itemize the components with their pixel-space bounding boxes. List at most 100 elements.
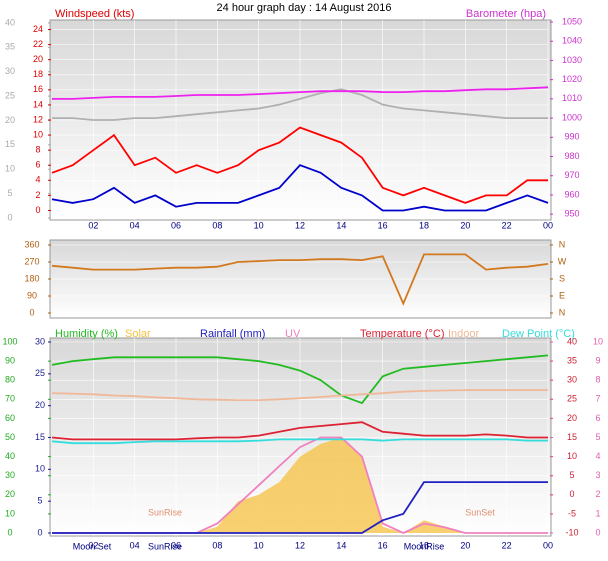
annotation: SunRise xyxy=(148,507,182,517)
y3-tick-label: 10 xyxy=(5,164,15,174)
y-tick-label: 10 xyxy=(5,508,15,518)
legend-label: Solar xyxy=(125,328,151,340)
y2-tick-label: 1040 xyxy=(562,36,582,46)
y-tick-label: 360 xyxy=(24,239,39,249)
line xyxy=(51,253,549,306)
y2-tick-label: -10 xyxy=(565,527,578,537)
y2-tick-label: 1000 xyxy=(562,112,582,122)
y3-tick-label: 0 xyxy=(37,527,42,537)
y3-tick-label: 20 xyxy=(35,400,45,410)
area xyxy=(52,437,548,533)
legend-label: Humidity (%) xyxy=(55,328,118,340)
y3-tick-label: 25 xyxy=(5,90,15,100)
y-tick-label: 16 xyxy=(33,84,43,94)
y-tick-label: 100 xyxy=(2,336,17,346)
line xyxy=(52,88,548,121)
y2-tick-label: 1050 xyxy=(562,16,582,26)
y-tick-label: 270 xyxy=(24,256,39,266)
y4-tick-label: 9 xyxy=(595,355,600,365)
y-tick-label: 0 xyxy=(7,527,12,537)
x-tick-label: 04 xyxy=(130,220,140,230)
x-tick-label: 02 xyxy=(88,220,98,230)
y2-tick-label: 960 xyxy=(564,189,579,199)
y2-tick-label: 1030 xyxy=(562,55,582,65)
y2-tick-label: 1010 xyxy=(562,93,582,103)
x-tick-label: 22 xyxy=(502,220,512,230)
y4-tick-label: 7 xyxy=(595,394,600,404)
y3-tick-label: 0 xyxy=(7,212,12,222)
y3-tick-label: 40 xyxy=(5,17,15,27)
legend-label: Dew Point (°C) xyxy=(502,328,575,340)
y3-tick-label: 15 xyxy=(35,432,45,442)
y4-tick-label: 6 xyxy=(595,413,600,423)
x-tick-label: 18 xyxy=(419,540,429,550)
line xyxy=(51,389,548,401)
y-tick-label: 30 xyxy=(5,470,15,480)
y2-tick-label: 990 xyxy=(564,132,579,142)
y-tick-label: 12 xyxy=(33,114,43,124)
y3-tick-label: 25 xyxy=(35,368,45,378)
x-tick-label: 20 xyxy=(460,540,470,550)
y4-tick-label: 5 xyxy=(595,432,600,442)
y4-tick-label: 0 xyxy=(595,527,600,537)
y2-tick-label: -5 xyxy=(568,508,576,518)
y4-tick-label: 2 xyxy=(595,489,600,499)
y-tick-label: 40 xyxy=(5,451,15,461)
line xyxy=(51,438,548,445)
line xyxy=(51,354,549,405)
x-tick-label: 10 xyxy=(254,540,264,550)
y4-tick-label: 1 xyxy=(595,508,600,518)
y3-tick-label: 15 xyxy=(5,139,15,149)
y-tick-label: 20 xyxy=(5,489,15,499)
y4-tick-label: 3 xyxy=(595,470,600,480)
y-tick-label: 22 xyxy=(33,39,43,49)
x-tick-label: 16 xyxy=(378,540,388,550)
y2-tick-label: 20 xyxy=(567,413,577,423)
x-tick-label: 16 xyxy=(378,220,388,230)
y-tick-label: 24 xyxy=(33,24,43,34)
x-tick-label: 04 xyxy=(130,540,140,550)
legend-label: UV xyxy=(285,328,301,340)
x-tick-label: 08 xyxy=(212,540,222,550)
line xyxy=(51,126,548,204)
y-axis-label: Windspeed (kts) xyxy=(55,8,134,20)
line xyxy=(52,481,548,534)
y-tick-label: 2 xyxy=(35,190,40,200)
y-tick-label: 14 xyxy=(33,99,43,109)
y-tick-label: 60 xyxy=(5,413,15,423)
y-tick-label: 70 xyxy=(5,394,15,404)
y-tick-label: 20 xyxy=(33,54,43,64)
x-tick-label: 06 xyxy=(171,540,181,550)
legend-label: Temperature (°C) xyxy=(360,328,444,340)
x-tick-label: 14 xyxy=(336,220,346,230)
y3-tick-label: 20 xyxy=(5,115,15,125)
y2-tick-label: 10 xyxy=(567,451,577,461)
y-tick-label: 8 xyxy=(35,145,40,155)
x-tick-label: 14 xyxy=(336,540,346,550)
y2-tick-label: 950 xyxy=(564,209,579,219)
y-tick-label: 6 xyxy=(35,160,40,170)
y3-tick-label: 10 xyxy=(35,464,45,474)
y-tick-label: 80 xyxy=(5,375,15,385)
y2-tick-label: N xyxy=(559,307,566,317)
y-tick-label: 0 xyxy=(35,205,40,215)
y2-tick-label: 35 xyxy=(567,355,577,365)
x-tick-label: 10 xyxy=(254,220,264,230)
y2-tick-label: 25 xyxy=(567,394,577,404)
y2-tick-label: 40 xyxy=(567,336,577,346)
y2-tick-label: 0 xyxy=(569,489,574,499)
y2-tick-label: 30 xyxy=(567,375,577,385)
y2-tick-label: 1020 xyxy=(562,74,582,84)
y4-tick-label: 4 xyxy=(595,451,600,461)
legend-label: Indoor xyxy=(448,328,480,340)
y3-tick-label: 5 xyxy=(7,188,12,198)
line xyxy=(52,86,549,100)
line xyxy=(51,164,549,212)
annotation: SunSet xyxy=(465,507,495,517)
annotation: MoonRise xyxy=(404,541,445,551)
y4-tick-label: 8 xyxy=(595,375,600,385)
annotation: SunRise xyxy=(148,541,182,551)
x-tick-label: 12 xyxy=(295,540,305,550)
y3-tick-label: 30 xyxy=(5,66,15,76)
